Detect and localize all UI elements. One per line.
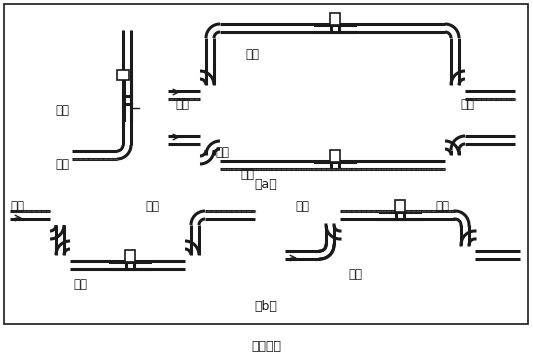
Text: 液体: 液体 — [240, 169, 254, 182]
Bar — [117, 70, 130, 80]
Text: 液体: 液体 — [55, 158, 69, 171]
Bar — [395, 200, 405, 212]
Text: 气泡: 气泡 — [10, 200, 24, 213]
Text: 液体: 液体 — [175, 99, 189, 112]
Text: 气泡: 气泡 — [295, 200, 309, 213]
Bar — [125, 249, 135, 261]
Text: 正确: 正确 — [245, 48, 259, 61]
Bar — [330, 149, 340, 161]
Text: 图（四）: 图（四） — [251, 339, 281, 352]
Text: 气泡: 气泡 — [145, 200, 159, 213]
Text: （b）: （b） — [255, 300, 278, 313]
Text: （a）: （a） — [255, 178, 277, 191]
Text: 气泡: 气泡 — [435, 200, 449, 213]
Text: 正确: 正确 — [55, 104, 69, 117]
Text: 液体: 液体 — [460, 99, 474, 112]
Bar — [330, 13, 340, 25]
Text: 正确: 正确 — [73, 278, 87, 291]
Bar — [4, 4, 528, 324]
Text: 错误: 错误 — [348, 269, 362, 282]
Text: 错误: 错误 — [215, 145, 229, 158]
